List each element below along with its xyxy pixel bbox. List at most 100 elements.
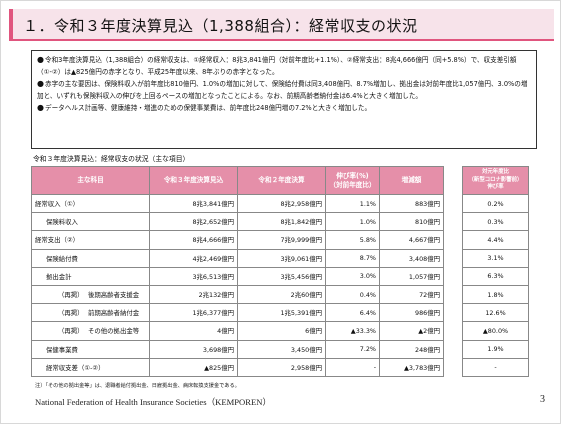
cell-diff: 1,057億円 (379, 266, 444, 286)
side-row: 1.8% (462, 284, 529, 305)
cell-diff: 4,667億円 (379, 230, 444, 250)
row-label-cell: 経常収支差（①-②） (31, 357, 150, 377)
cell-r3: ▲825億円 (149, 357, 238, 377)
row-label-cell: 保険料収入 (31, 212, 150, 232)
col-header-diff: 増減額 (379, 166, 444, 195)
cell-r3: 8兆2,652億円 (149, 212, 238, 232)
cell-r3: 1兆6,377億円 (149, 303, 238, 323)
cell-rate: 5.8% (325, 230, 380, 250)
cell-r2: 7兆9,999億円 (237, 230, 326, 250)
cell-r3: 3,698億円 (149, 339, 238, 359)
row-label: 保険給付費 (46, 254, 78, 263)
page-number: 3 (540, 394, 545, 405)
summary-item: ●データヘルス計画等、健康維持・増進のための保健事業費は、前年度比248億円増の… (37, 102, 531, 115)
cell-r2: 1兆5,391億円 (237, 303, 326, 323)
cell-r3: 3兆6,513億円 (149, 266, 238, 286)
cell-yoy: - (462, 357, 529, 377)
cell-r2: 6億円 (237, 321, 326, 341)
row-label-cell: 経常収入（①） (31, 193, 150, 214)
row-label-cell: （再掲） その他の拠出金等 (31, 321, 150, 341)
cell-r3: 4億円 (149, 321, 238, 341)
cell-rate: 6.4% (325, 303, 380, 323)
side-row: - (462, 357, 529, 377)
bullet-icon: ● (37, 103, 44, 113)
footnote: 注）「その他の拠出金等」は、退職者給付拠出金、日雇拠出金、病床転換支援金である。 (35, 383, 240, 389)
cell-yoy: 0.3% (462, 212, 529, 232)
table-row: （再掲） その他の拠出金等 4億円 6億円 ▲33.3% ▲2億円 (31, 321, 444, 341)
cell-yoy: 6.3% (462, 266, 529, 286)
table-row: 保険給付費 4兆2,469億円 3兆9,061億円 8.7% 3,408億円 (31, 248, 444, 268)
cell-r2: 3兆9,061億円 (237, 248, 326, 268)
summary-text: 令和3年度決算見込（1,388組合）の経常収支は、①経常収入：8兆3,841億円… (37, 56, 517, 76)
row-label: 後期高齢者支援金 (88, 291, 140, 300)
row-label-cell: 拠出金計 (31, 266, 150, 286)
table-row: 経常収入（①） 8兆3,841億円 8兆2,958億円 1.1% 883億円 (31, 193, 444, 214)
cell-yoy: 0.2% (462, 193, 529, 214)
row-sublabel: （再掲） (58, 291, 84, 300)
cell-r2: 8兆1,842億円 (237, 212, 326, 232)
title-bar: １．令和３年度決算見込（1,388組合）：経常収支の状況 (9, 9, 554, 41)
cell-r2: 2,958億円 (237, 357, 326, 377)
summary-item: ●赤字の主な要因は、保険料収入が前年度比810億円、1.0%の増加に対して、保険… (37, 78, 531, 102)
col-header-r2: 令和２年度決算 (237, 166, 326, 195)
rate-header-text: 伸び率(%) （対前年度比） (329, 171, 376, 189)
col-header-yoy: 対元年度比 （新型コロナ影響前） 伸び率 (462, 166, 529, 195)
cell-rate: 0.4% (325, 284, 380, 305)
col-header-rate: 伸び率(%) （対前年度比） (325, 166, 380, 195)
row-label: 拠出金計 (46, 272, 72, 281)
cell-yoy: ▲80.0% (462, 321, 529, 341)
cell-diff: 986億円 (379, 303, 444, 323)
summary-box: ●令和3年度決算見込（1,388組合）の経常収支は、①経常収入：8兆3,841億… (31, 50, 537, 149)
row-label-cell: （再掲） 後期高齢者支援金 (31, 284, 150, 305)
row-label-cell: 保健事業費 (31, 339, 150, 359)
row-label: その他の拠出金等 (88, 327, 140, 336)
cell-r3: 2兆132億円 (149, 284, 238, 305)
cell-rate: 7.2% (325, 339, 380, 359)
side-header-text: 対元年度比 （新型コロナ影響前） 伸び率 (468, 169, 523, 191)
cell-diff: 72億円 (379, 284, 444, 305)
cell-yoy: 4.4% (462, 230, 529, 250)
cell-rate: 1.0% (325, 212, 380, 232)
table-row: （再掲） 前期高齢者納付金 1兆6,377億円 1兆5,391億円 6.4% 986億円 (31, 303, 444, 323)
cell-r2: 2兆60億円 (237, 284, 326, 305)
cell-r2: 3,450億円 (237, 339, 326, 359)
cell-yoy: 12.6% (462, 303, 529, 323)
side-row: ▲80.0% (462, 321, 529, 341)
col-header-item: 主な科目 (31, 166, 150, 195)
cell-rate: 1.1% (325, 193, 380, 214)
row-sublabel: （再掲） (58, 327, 84, 336)
cell-r3: 4兆2,469億円 (149, 248, 238, 268)
row-label: 経常収支差（①-②） (46, 363, 105, 372)
side-header-row: 対元年度比 （新型コロナ影響前） 伸び率 (462, 166, 529, 195)
cell-diff: 810億円 (379, 212, 444, 232)
side-row: 0.2% (462, 193, 529, 214)
table-row: 経常収支差（①-②） ▲825億円 2,958億円 - ▲3,783億円 (31, 357, 444, 377)
table-row: 保健事業費 3,698億円 3,450億円 7.2% 248億円 (31, 339, 444, 359)
row-label: 保険料収入 (46, 218, 78, 227)
organization-name: National Federation of Health Insurance … (35, 397, 272, 407)
row-label: 前期高齢者納付金 (88, 309, 140, 318)
cell-rate: 8.7% (325, 248, 380, 268)
cell-rate: ▲33.3% (325, 321, 380, 341)
cell-yoy: 3.1% (462, 248, 529, 268)
summary-text: データヘルス計画等、健康維持・増進のための保健事業費は、前年度比248億円増の7… (44, 104, 372, 113)
cell-r3: 8兆3,841億円 (149, 193, 238, 214)
table-row: （再掲） 後期高齢者支援金 2兆132億円 2兆60億円 0.4% 72億円 (31, 284, 444, 305)
row-label: 経常収入（①） (35, 200, 80, 209)
row-label: 保健事業費 (46, 345, 78, 354)
cell-r2: 8兆2,958億円 (237, 193, 326, 214)
bullet-icon: ● (37, 79, 44, 89)
cell-yoy: 1.8% (462, 284, 529, 305)
row-label-cell: （再掲） 前期高齢者納付金 (31, 303, 150, 323)
income-expense-table: 主な科目 令和３年度決算見込 令和２年度決算 伸び率(%) （対前年度比） 増減… (31, 166, 444, 377)
bullet-icon: ● (37, 55, 44, 64)
side-row: 4.4% (462, 230, 529, 250)
row-label: 経常支出（②） (35, 236, 80, 245)
summary-item: ●令和3年度決算見込（1,388組合）の経常収支は、①経常収入：8兆3,841億… (37, 54, 531, 78)
cell-r2: 3兆5,456億円 (237, 266, 326, 286)
cell-diff: 3,408億円 (379, 248, 444, 268)
table-caption: 令和３年度決算見込：経常収支の状況（主な項目） (33, 155, 190, 163)
cell-diff: ▲3,783億円 (379, 357, 444, 377)
row-label-cell: 経常支出（②） (31, 230, 150, 250)
